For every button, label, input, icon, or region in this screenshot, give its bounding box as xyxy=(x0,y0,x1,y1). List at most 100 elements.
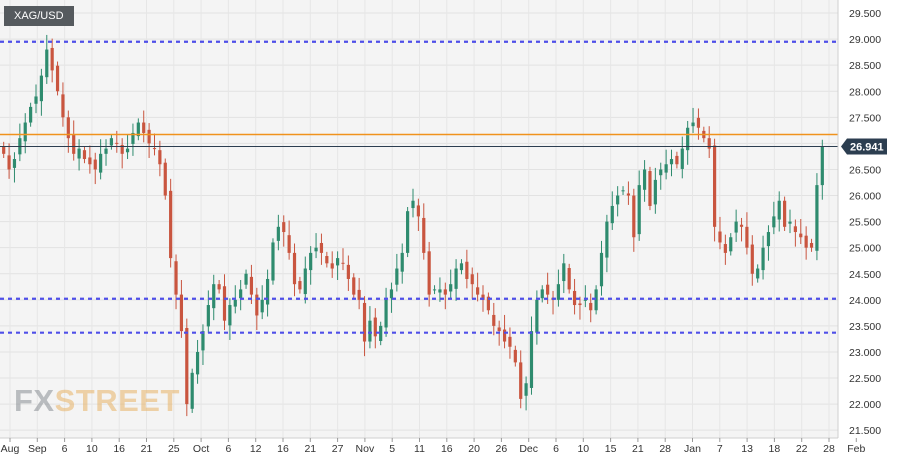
candle-body xyxy=(29,106,33,123)
candle-body xyxy=(691,122,695,127)
candle-body xyxy=(712,145,717,227)
candle-body xyxy=(809,242,814,248)
candle-body xyxy=(368,320,372,342)
y-tick-label: 28.000 xyxy=(849,86,881,98)
y-tick-label: 24.500 xyxy=(849,269,881,281)
y-tick-label: 24.000 xyxy=(849,295,881,307)
candle-body xyxy=(632,195,636,238)
candle-body xyxy=(373,317,377,337)
candle-body xyxy=(55,65,60,92)
x-tick-label: 27 xyxy=(332,443,344,455)
y-tick-label: 25.500 xyxy=(849,217,881,229)
x-tick-label: 25 xyxy=(168,443,180,455)
x-tick-label: Aug xyxy=(1,443,20,455)
candle-body xyxy=(411,200,415,209)
x-tick-label: 5 xyxy=(389,443,395,455)
candle-body xyxy=(314,247,318,252)
candle-body xyxy=(750,244,754,274)
candle-body xyxy=(346,264,350,279)
logo-part-street: STREET xyxy=(54,383,180,418)
candle-body xyxy=(793,226,797,233)
candle-body xyxy=(502,329,507,342)
candle-body xyxy=(395,268,399,285)
candle-body xyxy=(707,138,711,149)
candle-body xyxy=(362,302,367,342)
candle-body xyxy=(669,159,674,165)
candle-body xyxy=(93,159,97,170)
candle-body xyxy=(384,299,388,328)
candle-body xyxy=(50,47,54,71)
candle-body xyxy=(626,193,631,196)
candle-body xyxy=(745,226,749,248)
x-tick-label: 10 xyxy=(577,443,589,455)
candle-body xyxy=(664,164,668,173)
candle-body xyxy=(276,226,280,241)
x-tick-label: Jan xyxy=(684,443,701,455)
candle-body xyxy=(642,169,647,190)
x-tick-label: 6 xyxy=(553,443,559,455)
candle-body xyxy=(23,122,27,142)
candle-body xyxy=(783,200,787,227)
x-tick-label: Feb xyxy=(847,443,865,455)
candle-body xyxy=(696,117,701,128)
candle-body xyxy=(292,252,297,285)
candle-body xyxy=(282,222,286,233)
candle-body xyxy=(492,314,496,326)
x-tick-label: 11 xyxy=(414,443,425,455)
candle-body xyxy=(357,289,361,300)
candle-body xyxy=(766,232,771,247)
candle-body xyxy=(519,362,523,399)
candle-body xyxy=(739,224,744,227)
x-tick-label: 20 xyxy=(468,443,480,455)
candle-body xyxy=(174,261,178,295)
candle-body xyxy=(158,150,162,165)
candle-body xyxy=(287,235,291,253)
x-tick-label: 28 xyxy=(659,443,671,455)
candle-body xyxy=(217,284,221,290)
y-tick-label: 25.000 xyxy=(849,243,881,255)
candle-body xyxy=(239,289,243,299)
y-tick-label: 29.500 xyxy=(849,8,881,20)
candle-body xyxy=(109,138,114,146)
candle-body xyxy=(761,247,765,271)
candle-body xyxy=(309,252,313,271)
x-tick-label: 7 xyxy=(717,443,723,455)
y-tick-label: 26.000 xyxy=(849,191,881,203)
candle-body xyxy=(330,263,334,269)
y-tick-label: 22.500 xyxy=(849,373,881,385)
x-tick-label: 21 xyxy=(632,443,644,455)
x-tick-label: 16 xyxy=(277,443,289,455)
candle-body xyxy=(605,221,609,258)
candle-body xyxy=(212,284,216,309)
candle-body xyxy=(131,132,135,144)
last-price-label: 26.941 xyxy=(850,141,884,153)
candle-body xyxy=(104,148,108,154)
candle-body xyxy=(77,148,81,159)
candle-body xyxy=(680,148,684,169)
candle-body xyxy=(804,235,808,248)
last-price-tag: 26.941 xyxy=(841,138,887,155)
candle-body xyxy=(319,242,324,253)
candle-body xyxy=(66,117,70,139)
candle-body xyxy=(163,162,167,196)
x-tick-label: Sep xyxy=(28,443,47,455)
candle-body xyxy=(379,325,383,342)
x-tick-label: 15 xyxy=(605,443,617,455)
candle-body xyxy=(815,185,819,251)
candle-body xyxy=(546,284,550,295)
candle-body xyxy=(61,94,65,118)
x-tick-label: 21 xyxy=(304,443,316,455)
candle-body xyxy=(465,261,469,279)
candle-body xyxy=(406,211,410,253)
candle-body xyxy=(422,217,426,253)
candle-body xyxy=(723,244,727,253)
candle-body xyxy=(222,286,227,321)
candle-body xyxy=(12,159,17,168)
candle-body xyxy=(427,251,431,295)
y-tick-label: 26.500 xyxy=(849,164,881,176)
horizontal-levels xyxy=(0,40,838,334)
candle-body xyxy=(325,256,329,264)
candle-body xyxy=(788,221,792,224)
candle-body xyxy=(233,299,237,307)
x-tick-label: 6 xyxy=(225,443,231,455)
